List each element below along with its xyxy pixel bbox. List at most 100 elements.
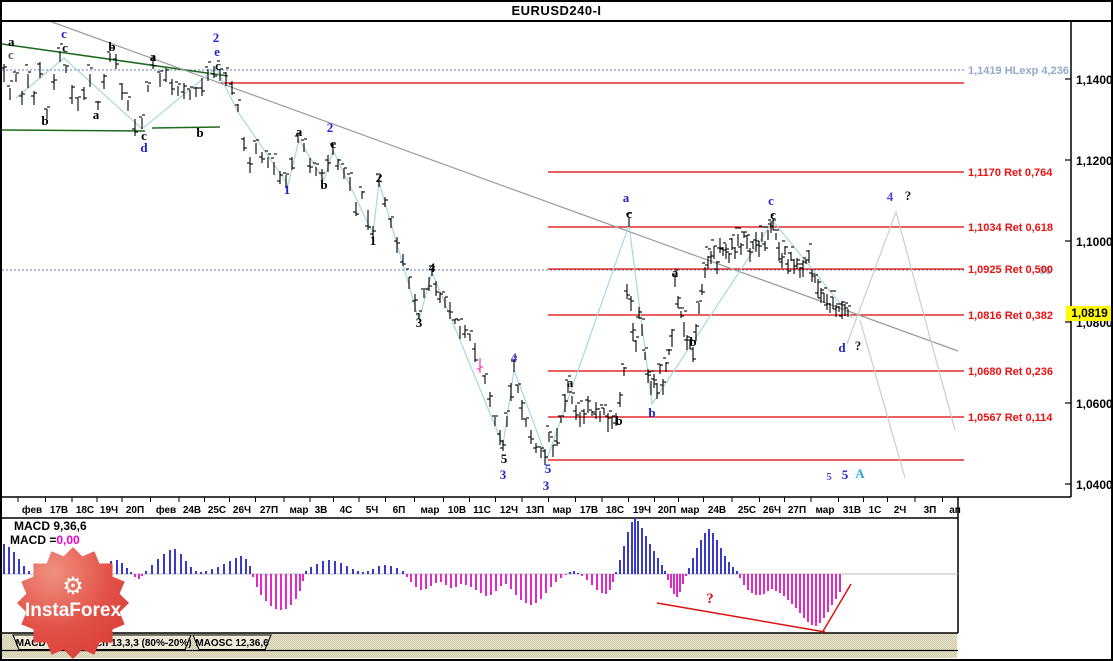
level-label-partial: 36 [1039, 265, 1051, 277]
date-label: мар [681, 505, 700, 516]
macd-value: 0,00 [56, 533, 80, 547]
y-axis-label: 1,1000 [1076, 235, 1113, 249]
wave-label: 2 [327, 120, 334, 135]
wave-label: 5 [826, 471, 832, 483]
level-label: 1,0567 Ret 0,114 [968, 412, 1053, 424]
date-label: 10В [448, 505, 466, 516]
wave-label: 2 [213, 30, 220, 45]
date-label: 24В [183, 505, 201, 516]
date-label: 20П [658, 505, 676, 516]
wave-label: c [8, 47, 14, 62]
wave-label: 5 [501, 451, 508, 466]
macd-histogram [2, 517, 958, 626]
level-label: 1,1170 Ret 0,764 [968, 167, 1053, 179]
date-label: мар [421, 505, 440, 516]
date-label: 19Ч [100, 505, 118, 516]
pane-borders [2, 496, 1071, 652]
level-label: 1,1034 Ret 0,618 [968, 222, 1053, 234]
wave-label: 1 [370, 233, 377, 248]
date-label: 18С [606, 505, 624, 516]
date-label: 2Ч [894, 505, 907, 516]
date-label: 31В [843, 505, 861, 516]
instaforex-wordmark: InstaForex [25, 600, 122, 621]
y-axis-label: 1,0400 [1076, 478, 1113, 492]
wave-label: c [330, 136, 336, 151]
wave-label: c [626, 206, 632, 221]
macd-annotation: ? [656, 583, 852, 634]
wave-label: 5 [842, 467, 849, 482]
wave-label: b [108, 39, 115, 54]
instaforex-logo: ⚙InstaForex [17, 547, 129, 659]
wave-label: b [648, 405, 655, 420]
wave-label: b [615, 413, 622, 428]
y-axis-label: 1,1400 [1076, 73, 1113, 87]
date-label: ап [949, 505, 961, 516]
instaforex-gear-icon: ⚙ [62, 572, 84, 600]
date-label: мар [816, 505, 835, 516]
date-label: 27П [788, 505, 806, 516]
question-mark-label: ? [855, 338, 862, 353]
wave-label: c [61, 26, 67, 41]
wave-label: 3 [500, 467, 507, 482]
level-label: 1,0925 Ret 0,500 [968, 264, 1053, 276]
wave-label: b [41, 113, 48, 128]
wave-label: 2 [376, 170, 383, 185]
date-label: 24В [708, 505, 726, 516]
macd-indicator-label: MACD 9,36,6 [14, 519, 87, 533]
price-levels: 1,1419 HLexp 4,236 36 1,1170 Ret 0,764 1,10… [2, 65, 1069, 461]
macd-question-mark: ? [706, 591, 714, 607]
wave-label: c [768, 193, 774, 208]
wave-label: c [770, 207, 776, 222]
question-mark-label: ? [905, 188, 912, 203]
date-label: фев [156, 504, 176, 516]
price-bars [2, 43, 851, 465]
wave-label: c [215, 58, 221, 73]
wave-label: d [140, 140, 148, 155]
date-label: 17В [50, 505, 68, 516]
date-label: 20П [126, 505, 144, 516]
wave-label: a [150, 49, 157, 64]
current-price-tag: 1,0819 [1066, 306, 1111, 321]
wave-label: 4 [511, 350, 518, 365]
date-label: 5Ч [366, 505, 379, 516]
wave-label: 4 [887, 189, 894, 204]
y-axis-label: 1,1200 [1076, 154, 1113, 168]
wave-label: c [62, 40, 68, 55]
wave-label: b [196, 125, 203, 140]
wave-label: a [623, 190, 630, 205]
wave-label: A [855, 466, 865, 481]
tab-shape[interactable] [192, 634, 272, 651]
x-axis: фев 17В 18С 19Ч 20П фев 24В 25С 26Ч 27П мар 3В 4С 5Ч 6… [17, 497, 961, 516]
date-label: 19Ч [633, 505, 651, 516]
wave-zigzags [15, 57, 853, 461]
date-label: 13П [526, 505, 544, 516]
trendlines [2, 21, 959, 479]
date-label: 6П [393, 505, 406, 516]
wave-label: 3 [416, 315, 423, 330]
date-label: 25С [738, 505, 756, 516]
wave-label: a [93, 107, 100, 122]
date-label: фев [22, 504, 42, 516]
date-label: 1С [869, 505, 882, 516]
wave-label: 1 [284, 182, 291, 197]
wave-label: d [838, 340, 846, 355]
date-label: 26Ч [763, 505, 781, 516]
level-label: 1,1419 HLexp 4,236 [968, 65, 1069, 77]
date-label: 17В [580, 505, 598, 516]
tab-maosc[interactable]: MAOSC 12,36,6 [192, 634, 272, 651]
wave-label: a [672, 265, 679, 280]
date-label: 11С [473, 505, 491, 516]
date-label: 12Ч [500, 505, 518, 516]
date-label: мар [290, 505, 309, 516]
date-label: 3В [315, 505, 328, 516]
wave-label: e [214, 44, 220, 59]
tab-label: MACD 9,36,6 [16, 638, 77, 649]
date-label: 3П [924, 505, 937, 516]
wave-label: b [320, 177, 327, 192]
date-label: мар [553, 505, 572, 516]
tab-label: Stoch 13,3,3 (80%-20%) [80, 638, 191, 649]
